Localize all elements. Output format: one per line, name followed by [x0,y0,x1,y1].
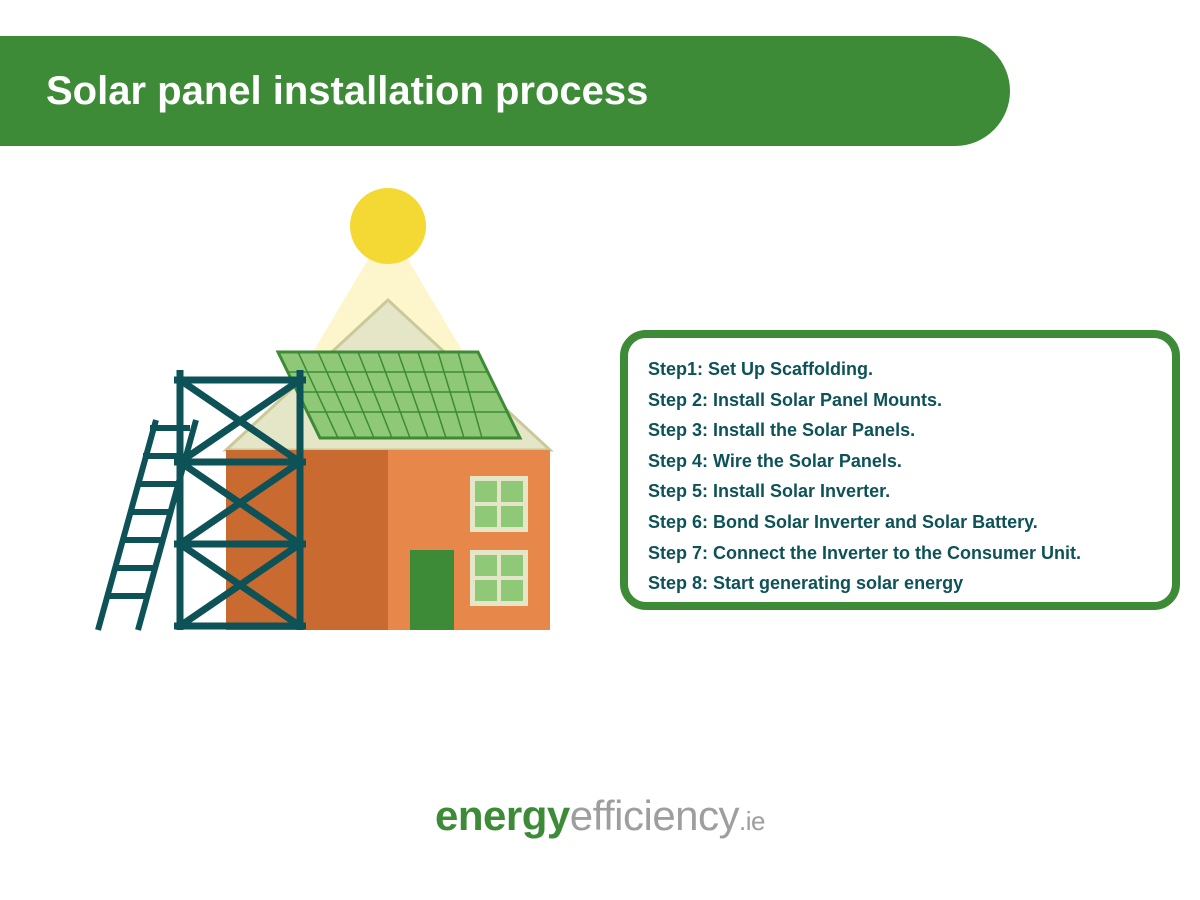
step-5: Step 5: Install Solar Inverter. [648,476,1152,507]
door [410,550,454,630]
steps-box: Step1: Set Up Scaffolding. Step 2: Insta… [620,330,1180,610]
step-7: Step 7: Connect the Inverter to the Cons… [648,538,1152,569]
window-1 [470,476,528,532]
logo-part-energy: energy [435,792,570,839]
window-2 [470,550,528,606]
house-wall-left [226,450,388,630]
logo-part-ie: .ie [739,806,765,836]
house-illustration [80,180,620,640]
header-bar: Solar panel installation process [0,36,1010,146]
step-6: Step 6: Bond Solar Inverter and Solar Ba… [648,507,1152,538]
sun-icon [350,188,426,264]
step-4: Step 4: Wire the Solar Panels. [648,446,1152,477]
step-2: Step 2: Install Solar Panel Mounts. [648,385,1152,416]
page-title: Solar panel installation process [46,69,648,114]
step-8: Step 8: Start generating solar energy [648,568,1152,599]
step-1: Step1: Set Up Scaffolding. [648,354,1152,385]
logo-part-efficiency: efficiency [570,792,739,839]
solar-panel [278,352,520,438]
step-3: Step 3: Install the Solar Panels. [648,415,1152,446]
brand-logo: energyefficiency.ie [435,792,765,840]
